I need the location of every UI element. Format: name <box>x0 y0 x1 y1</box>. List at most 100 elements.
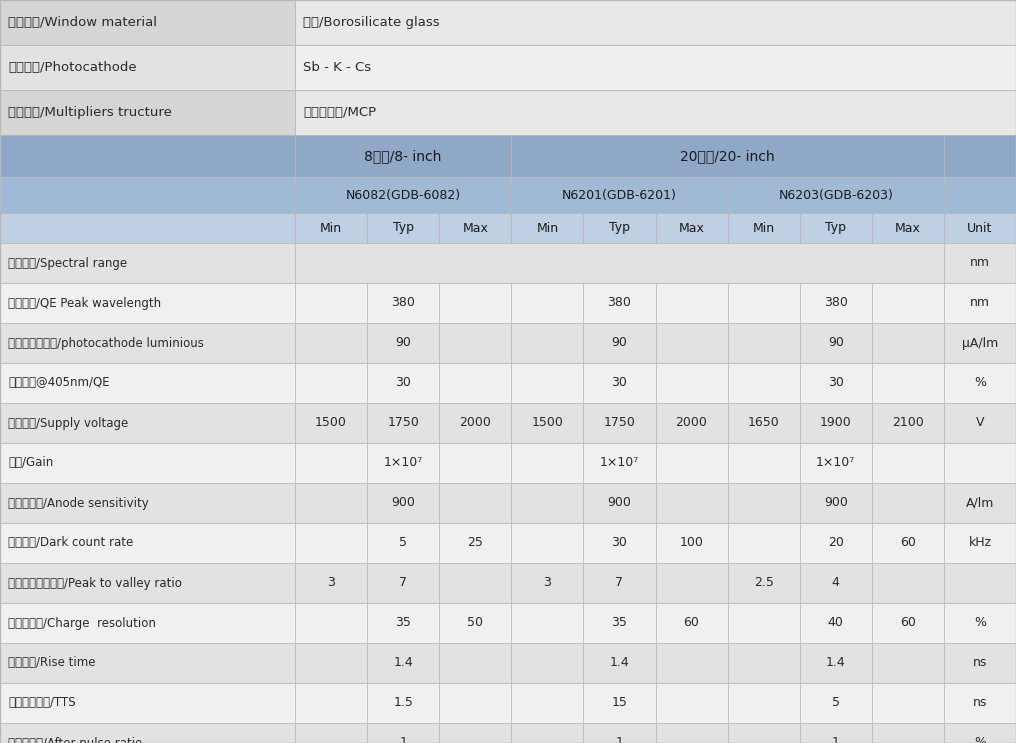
Bar <box>439 403 511 443</box>
Bar <box>0 603 1016 643</box>
Text: Min: Min <box>536 221 559 235</box>
Bar <box>439 363 511 403</box>
Bar <box>800 563 872 603</box>
Bar <box>944 563 1016 603</box>
Bar <box>0 363 295 403</box>
Text: 工作电压/Supply voltage: 工作电压/Supply voltage <box>8 417 128 429</box>
Bar <box>727 283 800 323</box>
Text: 30: 30 <box>612 536 628 550</box>
Bar <box>727 683 800 723</box>
Bar <box>0 0 295 45</box>
Bar <box>583 683 655 723</box>
Bar <box>0 363 1016 403</box>
Text: Min: Min <box>320 221 342 235</box>
Text: 20: 20 <box>828 536 843 550</box>
Bar <box>295 177 511 213</box>
Text: 上升时间/Rise time: 上升时间/Rise time <box>8 657 96 669</box>
Bar <box>511 563 583 603</box>
Text: 硼硅/Borosilicate glass: 硼硅/Borosilicate glass <box>303 16 440 29</box>
Bar <box>800 643 872 683</box>
Bar <box>655 643 727 683</box>
Bar <box>439 523 511 563</box>
Text: 1.4: 1.4 <box>610 657 629 669</box>
Bar <box>295 363 367 403</box>
Text: 90: 90 <box>612 337 628 349</box>
Bar <box>0 403 1016 443</box>
Text: 380: 380 <box>608 296 631 310</box>
Text: nm: nm <box>970 256 990 270</box>
Bar <box>727 403 800 443</box>
Bar <box>295 523 367 563</box>
Bar <box>0 563 295 603</box>
Bar <box>295 45 1016 90</box>
Bar <box>800 283 872 323</box>
Bar <box>872 723 944 743</box>
Text: 光电阴极/Photocathode: 光电阴极/Photocathode <box>8 61 136 74</box>
Bar <box>0 723 1016 743</box>
Text: 50: 50 <box>467 617 484 629</box>
Text: Sb - K - Cs: Sb - K - Cs <box>303 61 371 74</box>
Text: 阳极灵敏度/Anode sensitivity: 阳极灵敏度/Anode sensitivity <box>8 496 148 510</box>
Bar <box>295 135 511 177</box>
Bar <box>872 483 944 523</box>
Text: N6203(GDB-6203): N6203(GDB-6203) <box>778 189 893 201</box>
Bar <box>872 683 944 723</box>
Bar <box>0 177 295 213</box>
Text: 35: 35 <box>395 617 411 629</box>
Bar <box>583 213 655 243</box>
Bar <box>655 213 727 243</box>
Bar <box>872 603 944 643</box>
Text: 1.4: 1.4 <box>393 657 414 669</box>
Bar <box>295 243 944 283</box>
Bar <box>295 563 367 603</box>
Bar <box>944 483 1016 523</box>
Bar <box>0 177 1016 213</box>
Bar <box>367 483 439 523</box>
Bar <box>800 603 872 643</box>
Bar <box>800 323 872 363</box>
Text: 2000: 2000 <box>459 417 491 429</box>
Text: Typ: Typ <box>825 221 846 235</box>
Bar <box>367 323 439 363</box>
Bar <box>439 723 511 743</box>
Bar <box>944 603 1016 643</box>
Bar <box>872 563 944 603</box>
Text: 60: 60 <box>684 617 699 629</box>
Text: 7: 7 <box>616 577 624 589</box>
Bar <box>439 643 511 683</box>
Bar <box>295 283 367 323</box>
Bar <box>727 603 800 643</box>
Bar <box>872 283 944 323</box>
Text: 380: 380 <box>391 296 416 310</box>
Bar <box>0 523 1016 563</box>
Bar <box>872 403 944 443</box>
Bar <box>727 723 800 743</box>
Bar <box>727 443 800 483</box>
Bar <box>944 243 1016 283</box>
Bar <box>583 643 655 683</box>
Text: Typ: Typ <box>392 221 414 235</box>
Bar <box>727 177 944 213</box>
Bar <box>583 443 655 483</box>
Bar <box>0 683 1016 723</box>
Bar <box>367 213 439 243</box>
Bar <box>0 643 1016 683</box>
Text: 4: 4 <box>832 577 839 589</box>
Bar <box>655 563 727 603</box>
Text: %: % <box>974 736 986 743</box>
Bar <box>439 213 511 243</box>
Bar <box>800 723 872 743</box>
Bar <box>872 323 944 363</box>
Text: 1750: 1750 <box>387 417 419 429</box>
Bar <box>0 135 295 177</box>
Bar <box>727 213 800 243</box>
Bar <box>511 483 583 523</box>
Bar <box>872 363 944 403</box>
Bar <box>295 90 1016 135</box>
Bar <box>0 213 295 243</box>
Bar <box>944 213 1016 243</box>
Bar <box>0 483 295 523</box>
Bar <box>944 135 1016 177</box>
Bar <box>439 603 511 643</box>
Text: 阴极积分灵敏度/photocathode luminious: 阴极积分灵敏度/photocathode luminious <box>8 337 204 349</box>
